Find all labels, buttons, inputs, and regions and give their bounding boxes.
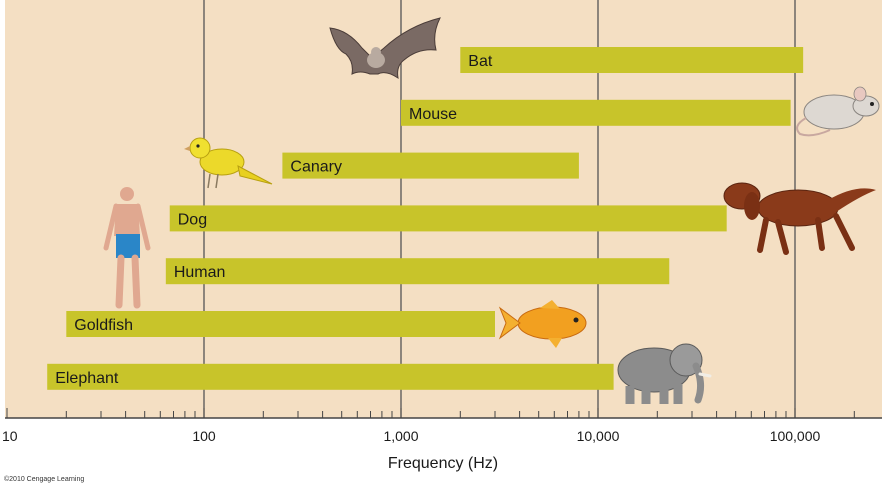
- bar-label-goldfish: Goldfish: [74, 317, 133, 334]
- bar-label-canary: Canary: [290, 159, 342, 176]
- range-bar-mouse: [401, 99, 791, 126]
- x-tick-label: 100,000: [770, 428, 821, 444]
- copyright-credit: ©2010 Cengage Learning: [4, 475, 84, 483]
- elephant-icon: [617, 343, 712, 404]
- range-bars: [47, 47, 804, 390]
- x-tick-labels: 10 100 1,000 10,000 100,000: [2, 428, 821, 444]
- bar-label-human: Human: [174, 264, 226, 281]
- range-bar-dog: [169, 205, 727, 232]
- range-bar-elephant: [47, 363, 614, 390]
- range-bar-bat: [460, 47, 804, 73]
- range-bar-goldfish: [66, 311, 495, 337]
- bar-labels: Bat Mouse Canary Dog Human Goldfish Elephant: [55, 53, 493, 387]
- x-tick-label: 10: [2, 428, 18, 444]
- mouse-icon: [796, 86, 880, 137]
- range-bar-human: [165, 258, 670, 285]
- x-tick-label: 10,000: [577, 428, 620, 444]
- bar-label-dog: Dog: [178, 211, 207, 228]
- x-tick-label: 100: [192, 428, 216, 444]
- human-icon: [103, 187, 151, 309]
- range-bar-canary: [282, 152, 579, 179]
- x-tick-label: 1,000: [383, 428, 418, 444]
- goldfish-icon: [498, 300, 587, 348]
- minor-ticks: [6, 408, 855, 418]
- bar-label-elephant: Elephant: [55, 370, 119, 387]
- canary-icon: [184, 137, 273, 189]
- dog-icon: [723, 182, 876, 255]
- bar-label-bat: Bat: [468, 53, 493, 70]
- animal-illustrations: [103, 17, 880, 404]
- x-axis-title: Frequency (Hz): [388, 455, 498, 472]
- bat-icon: [329, 17, 441, 80]
- bar-label-mouse: Mouse: [409, 106, 457, 123]
